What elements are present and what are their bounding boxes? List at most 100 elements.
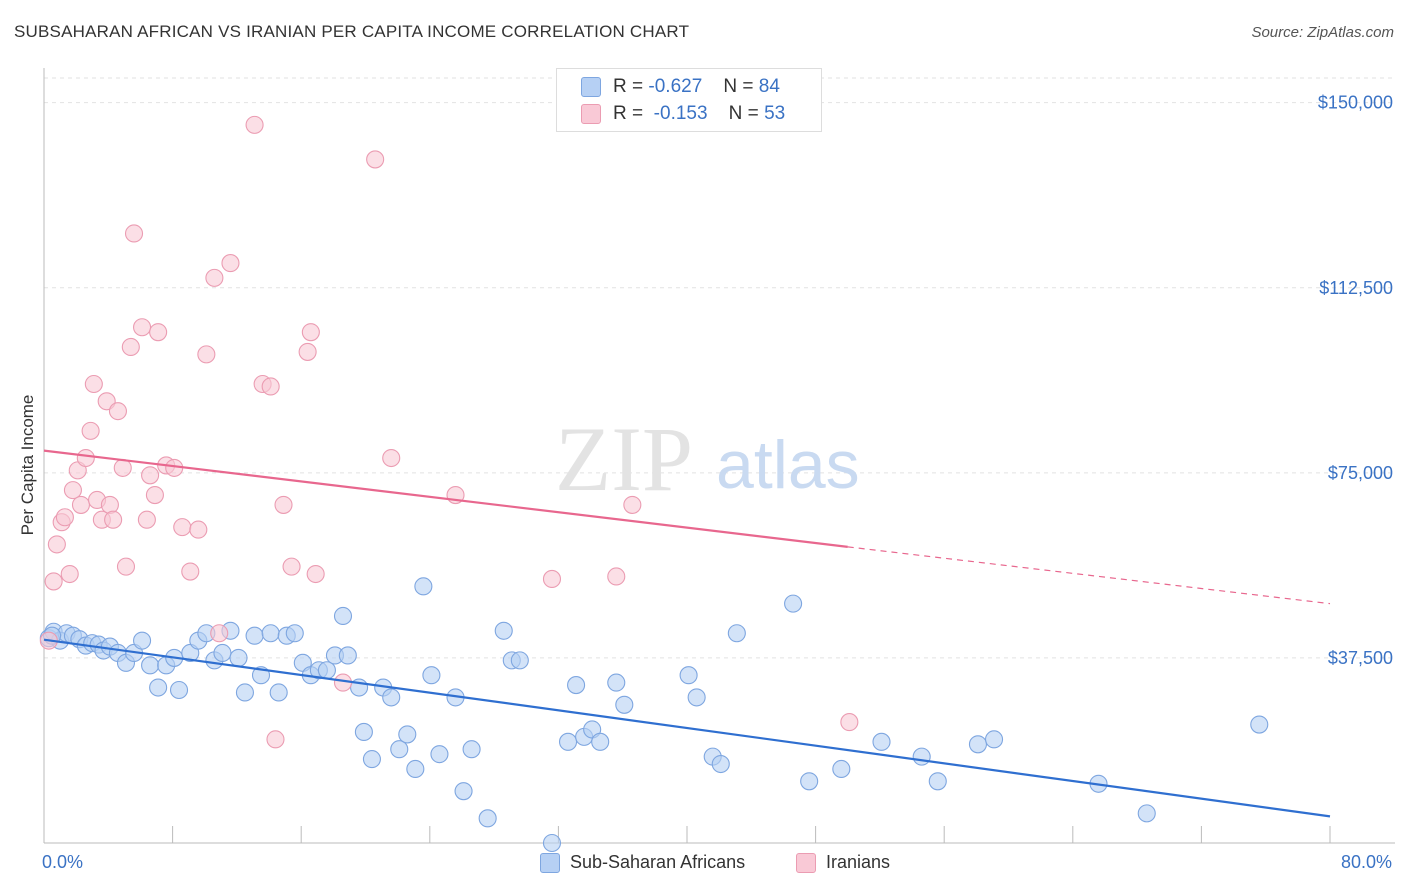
legend-row-1: R = -0.627 N = 84 (581, 76, 780, 98)
point-iranian (205, 268, 224, 287)
point-iranian (189, 520, 208, 539)
point-iranian (63, 481, 82, 500)
trend-line-iranian (43, 449, 848, 548)
point-iranian (261, 377, 280, 396)
point-iranian (141, 466, 160, 485)
point-iranian (301, 323, 320, 342)
point-subsaharan (912, 747, 931, 766)
point-iranian (76, 448, 95, 468)
bottom-legend-series-1: Sub-Saharan Africans (540, 852, 745, 873)
point-subsaharan (928, 772, 947, 791)
legend-swatch-blue (581, 77, 601, 97)
point-iranian (116, 557, 136, 576)
point-subsaharan (687, 688, 706, 707)
source-label: Source: ZipAtlas.com (1251, 24, 1394, 41)
point-iranian (81, 421, 100, 440)
point-subsaharan (382, 688, 401, 707)
point-iranian (124, 224, 144, 243)
point-subsaharan (462, 740, 481, 759)
y-tick-label: $75,000 (1328, 463, 1393, 483)
point-subsaharan (832, 759, 851, 779)
legend-r-label-2: R = (613, 103, 644, 124)
point-iranian (133, 318, 152, 337)
point-iranian (181, 562, 200, 581)
bottom-legend-label-1: Sub-Saharan Africans (570, 852, 746, 872)
y-tick-label: $150,000 (1318, 93, 1393, 113)
point-iranian (113, 458, 132, 477)
point-iranian (44, 572, 63, 591)
point-iranian (607, 567, 626, 586)
point-subsaharan (414, 577, 433, 596)
chart-title: SUBSAHARAN AFRICAN VS IRANIAN PER CAPITA… (14, 22, 690, 41)
watermark: ZIP atlas (555, 408, 860, 510)
y-tick-label: $37,500 (1328, 648, 1393, 668)
point-iranian (210, 624, 229, 643)
point-subsaharan (390, 740, 409, 759)
point-subsaharan (542, 833, 562, 853)
point-subsaharan (800, 772, 819, 791)
point-subsaharan (245, 626, 264, 645)
point-subsaharan (558, 732, 578, 751)
point-subsaharan (607, 673, 626, 692)
point-subsaharan (872, 732, 891, 751)
point-subsaharan (784, 594, 803, 613)
point-iranian (84, 374, 103, 394)
point-iranian (274, 495, 293, 514)
point-subsaharan (354, 722, 373, 742)
bottom-legend-series-2: Iranians (796, 852, 890, 873)
point-subsaharan (261, 624, 280, 643)
point-subsaharan (478, 809, 497, 828)
point-subsaharan (229, 648, 248, 667)
point-subsaharan (968, 735, 988, 754)
point-subsaharan (679, 666, 698, 685)
point-iranian (137, 510, 156, 529)
point-subsaharan (510, 651, 529, 670)
point-subsaharan (422, 666, 441, 685)
point-subsaharan (398, 725, 417, 744)
legend-r-value-2: -0.153 (653, 103, 708, 124)
point-iranian (266, 730, 285, 749)
y-tick-labels: $37,500 $75,000 $112,500 $150,000 (1318, 93, 1393, 668)
point-iranian (55, 508, 74, 527)
bottom-legend-swatch-pink (796, 852, 816, 873)
point-iranian (382, 448, 401, 468)
y-axis-label: Per Capita Income (18, 394, 37, 536)
point-iranian (60, 564, 79, 584)
point-iranian (104, 510, 123, 529)
point-iranian (221, 254, 240, 273)
point-iranian (282, 557, 301, 576)
bottom-legend-label-2: Iranians (826, 852, 891, 872)
point-subsaharan (235, 683, 254, 702)
point-iranian (145, 485, 164, 505)
point-subsaharan (169, 680, 189, 700)
point-subsaharan (406, 759, 425, 779)
point-subsaharan (269, 683, 288, 702)
point-subsaharan (213, 643, 232, 663)
point-subsaharan (615, 695, 634, 714)
point-iranian (100, 495, 119, 514)
x-tick-max: 80.0% (1340, 852, 1392, 872)
legend-r-value-1: -0.627 (648, 76, 703, 97)
point-subsaharan (317, 661, 336, 680)
point-subsaharan (333, 606, 353, 626)
point-subsaharan (984, 730, 1004, 749)
watermark-atlas: atlas (716, 427, 860, 503)
point-iranian (108, 402, 127, 421)
watermark-zip: ZIP (555, 408, 693, 510)
point-iranian (71, 495, 91, 514)
legend-row-2: R = -0.153 N = 53 (581, 103, 785, 125)
point-subsaharan (430, 745, 449, 764)
point-iranian (306, 564, 325, 584)
grid-lines (44, 77, 1395, 659)
point-iranian (121, 337, 140, 357)
point-subsaharan (149, 678, 168, 697)
point-subsaharan (1250, 715, 1269, 734)
y-tick-label: $112,500 (1319, 278, 1393, 298)
bottom-legend-swatch-blue (540, 852, 560, 873)
point-subsaharan (454, 782, 473, 801)
legend-n-label-2: N = (728, 103, 759, 124)
legend-swatch-pink (581, 104, 601, 124)
point-subsaharan (494, 621, 513, 640)
point-iranian (298, 342, 317, 361)
